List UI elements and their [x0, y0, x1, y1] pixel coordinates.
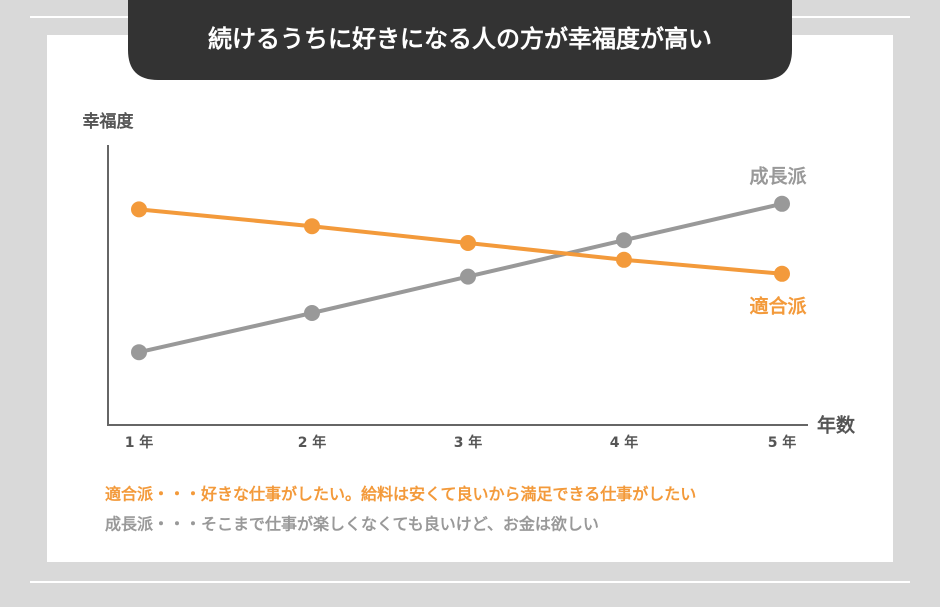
data-point	[131, 201, 147, 218]
x-tick-label: 2 年	[298, 434, 327, 451]
x-tick-label: 1 年	[125, 434, 154, 451]
data-point	[460, 235, 476, 251]
data-point	[774, 265, 790, 282]
data-point	[131, 344, 147, 361]
data-point	[304, 305, 320, 321]
x-tick-label: 5 年	[768, 434, 797, 451]
annotation: 成長派・・・そこまで仕事が楽しくなくても良いけど、お金は欲しい	[105, 515, 599, 534]
data-point	[304, 218, 320, 235]
y-axis-label: 幸福度	[83, 111, 135, 132]
panel	[47, 35, 893, 562]
series-label: 成長派	[749, 164, 807, 187]
series-label: 適合派	[749, 294, 807, 317]
data-point	[460, 268, 476, 285]
data-point	[616, 232, 632, 249]
x-axis-label: 年数	[817, 414, 856, 437]
title-banner	[128, 0, 792, 80]
x-tick-label: 3 年	[454, 434, 483, 451]
x-tick-label: 4 年	[610, 434, 639, 451]
chart-title: 続けるうちに好きになる人の方が幸福度が高い	[208, 25, 712, 53]
annotation: 適合派・・・好きな仕事がしたい。給料は安くて良いから満足できる仕事がしたい	[105, 485, 696, 504]
data-point	[774, 195, 790, 212]
data-point	[616, 251, 632, 268]
